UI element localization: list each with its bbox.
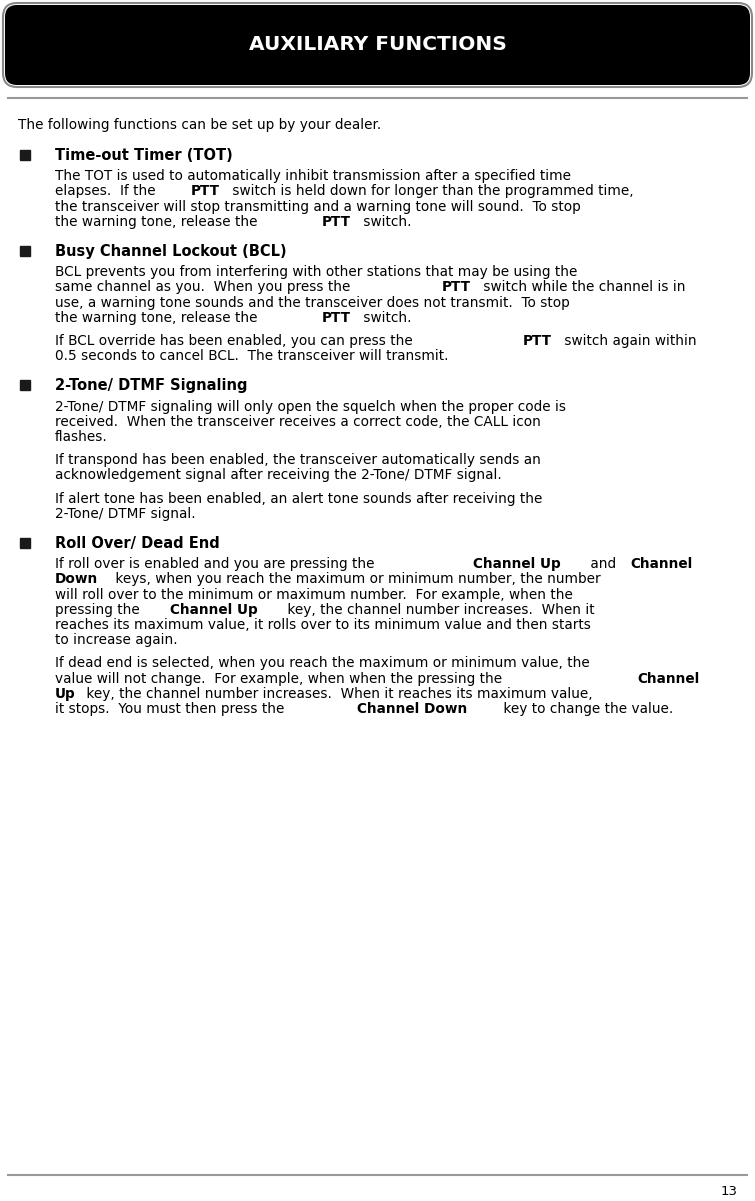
Text: value will not change.  For example, when when the pressing the: value will not change. For example, when… bbox=[55, 671, 507, 686]
Text: If alert tone has been enabled, an alert tone sounds after receiving the: If alert tone has been enabled, an alert… bbox=[55, 491, 542, 506]
Text: the warning tone, release the: the warning tone, release the bbox=[55, 215, 262, 229]
Text: 0.5 seconds to cancel BCL.  The transceiver will transmit.: 0.5 seconds to cancel BCL. The transceiv… bbox=[55, 349, 448, 363]
Bar bbox=[20, 246, 30, 256]
Text: and: and bbox=[586, 557, 621, 572]
Text: switch is held down for longer than the programmed time,: switch is held down for longer than the … bbox=[228, 185, 633, 198]
Text: pressing the: pressing the bbox=[55, 603, 144, 617]
Text: Channel Down: Channel Down bbox=[356, 703, 467, 716]
Text: the warning tone, release the: the warning tone, release the bbox=[55, 311, 262, 324]
Text: key, the channel number increases.  When it: key, the channel number increases. When … bbox=[283, 603, 595, 617]
Bar bbox=[20, 538, 30, 548]
Text: AUXILIARY FUNCTIONS: AUXILIARY FUNCTIONS bbox=[248, 36, 507, 54]
Text: The TOT is used to automatically inhibit transmission after a specified time: The TOT is used to automatically inhibit… bbox=[55, 169, 571, 184]
Text: to increase again.: to increase again. bbox=[55, 633, 177, 647]
Text: it stops.  You must then press the: it stops. You must then press the bbox=[55, 703, 288, 716]
Text: 2-Tone/ DTMF signal.: 2-Tone/ DTMF signal. bbox=[55, 507, 196, 521]
Text: Time-out Timer (TOT): Time-out Timer (TOT) bbox=[55, 148, 233, 163]
Text: Up: Up bbox=[55, 687, 76, 701]
Text: Down: Down bbox=[55, 573, 98, 586]
Text: use, a warning tone sounds and the transceiver does not transmit.  To stop: use, a warning tone sounds and the trans… bbox=[55, 295, 570, 310]
Text: PTT: PTT bbox=[322, 215, 351, 229]
Text: 2-Tone/ DTMF signaling will only open the squelch when the proper code is: 2-Tone/ DTMF signaling will only open th… bbox=[55, 400, 566, 413]
Text: Channel Up: Channel Up bbox=[473, 557, 561, 572]
Text: switch while the channel is in: switch while the channel is in bbox=[479, 280, 686, 294]
Text: flashes.: flashes. bbox=[55, 430, 108, 444]
Text: 13: 13 bbox=[721, 1185, 738, 1199]
Bar bbox=[20, 381, 30, 390]
Text: Busy Channel Lockout (BCL): Busy Channel Lockout (BCL) bbox=[55, 244, 287, 259]
Text: same channel as you.  When you press the: same channel as you. When you press the bbox=[55, 280, 355, 294]
Text: If BCL override has been enabled, you can press the: If BCL override has been enabled, you ca… bbox=[55, 334, 417, 348]
Text: PTT: PTT bbox=[522, 334, 551, 348]
Text: If dead end is selected, when you reach the maximum or minimum value, the: If dead end is selected, when you reach … bbox=[55, 657, 590, 670]
Text: will roll over to the minimum or maximum number.  For example, when the: will roll over to the minimum or maximum… bbox=[55, 587, 573, 602]
Text: PTT: PTT bbox=[190, 185, 220, 198]
Text: acknowledgement signal after receiving the 2-Tone/ DTMF signal.: acknowledgement signal after receiving t… bbox=[55, 468, 502, 483]
Text: 2-Tone/ DTMF Signaling: 2-Tone/ DTMF Signaling bbox=[55, 378, 248, 394]
Text: PTT: PTT bbox=[442, 280, 471, 294]
Text: the transceiver will stop transmitting and a warning tone will sound.  To stop: the transceiver will stop transmitting a… bbox=[55, 199, 581, 214]
Text: key, the channel number increases.  When it reaches its maximum value,: key, the channel number increases. When … bbox=[82, 687, 593, 701]
Bar bbox=[20, 150, 30, 160]
Text: key to change the value.: key to change the value. bbox=[499, 703, 673, 716]
Text: Roll Over/ Dead End: Roll Over/ Dead End bbox=[55, 536, 220, 551]
Text: reaches its maximum value, it rolls over to its minimum value and then starts: reaches its maximum value, it rolls over… bbox=[55, 619, 591, 632]
Text: Channel: Channel bbox=[630, 557, 693, 572]
Text: Channel: Channel bbox=[637, 671, 700, 686]
Text: If transpond has been enabled, the transceiver automatically sends an: If transpond has been enabled, the trans… bbox=[55, 453, 541, 467]
Text: elapses.  If the: elapses. If the bbox=[55, 185, 160, 198]
Text: switch.: switch. bbox=[359, 215, 412, 229]
Text: received.  When the transceiver receives a correct code, the CALL icon: received. When the transceiver receives … bbox=[55, 414, 541, 429]
Text: Channel Up: Channel Up bbox=[170, 603, 257, 617]
Text: keys, when you reach the maximum or minimum number, the number: keys, when you reach the maximum or mini… bbox=[111, 573, 600, 586]
Text: The following functions can be set up by your dealer.: The following functions can be set up by… bbox=[18, 118, 381, 132]
Text: If roll over is enabled and you are pressing the: If roll over is enabled and you are pres… bbox=[55, 557, 379, 572]
Text: BCL prevents you from interfering with other stations that may be using the: BCL prevents you from interfering with o… bbox=[55, 265, 578, 279]
Text: switch again within: switch again within bbox=[559, 334, 696, 348]
FancyBboxPatch shape bbox=[5, 5, 750, 85]
Text: PTT: PTT bbox=[322, 311, 351, 324]
Text: switch.: switch. bbox=[359, 311, 412, 324]
